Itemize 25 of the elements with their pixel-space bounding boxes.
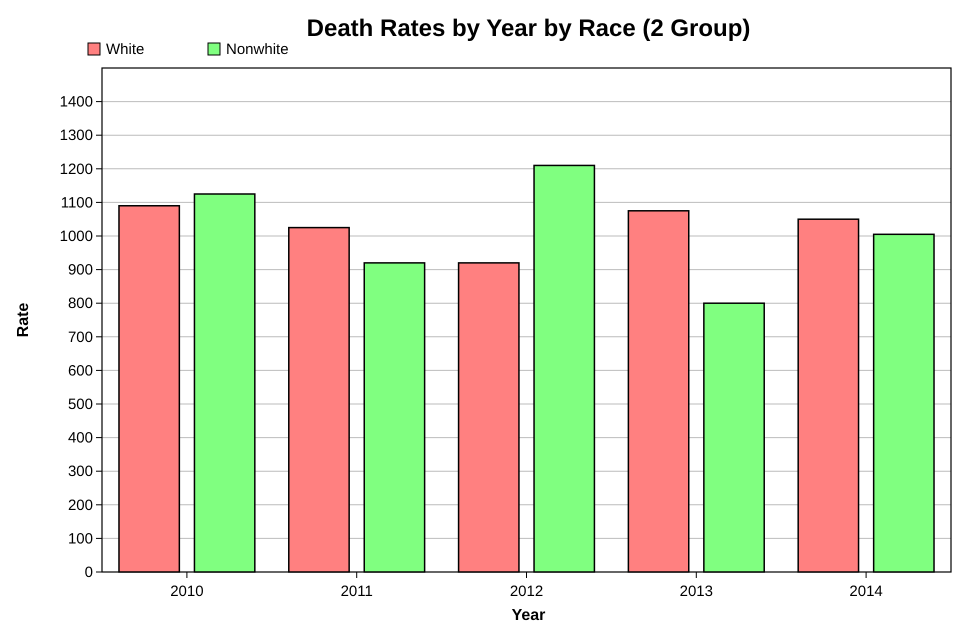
x-axis-title: Year [512, 607, 546, 624]
y-tick-label: 400 [68, 430, 93, 447]
legend-label: Nonwhite [226, 41, 289, 58]
y-tick-label: 200 [68, 496, 93, 514]
x-tick-label: 2010 [170, 583, 204, 600]
y-axis-title: Rate [15, 302, 32, 338]
x-tick-label: 2014 [849, 583, 883, 600]
y-tick-label: 1000 [60, 228, 93, 245]
y-tick-label: 900 [68, 262, 93, 279]
y-tick-label: 1100 [60, 194, 93, 212]
y-tick-label: 500 [68, 396, 93, 413]
x-tick-label: 2012 [510, 583, 544, 600]
y-tick-label: 1300 [60, 127, 93, 144]
x-tick-label: 2011 [340, 583, 373, 600]
y-tick-label: 300 [68, 463, 93, 480]
y-tick-label: 100 [68, 530, 93, 548]
x-tick-label: 2013 [680, 583, 713, 600]
y-tick-label: 800 [68, 295, 93, 312]
y-tick-label: 700 [68, 328, 93, 346]
chart-title: Death Rates by Year by Race (2 Group) [306, 15, 750, 42]
legend-label: White [106, 41, 144, 58]
y-tick-label: 600 [68, 362, 93, 380]
y-tick-label: 1200 [60, 160, 93, 178]
y-tick-label: 1400 [60, 94, 93, 111]
y-tick-label: 0 [84, 564, 93, 581]
